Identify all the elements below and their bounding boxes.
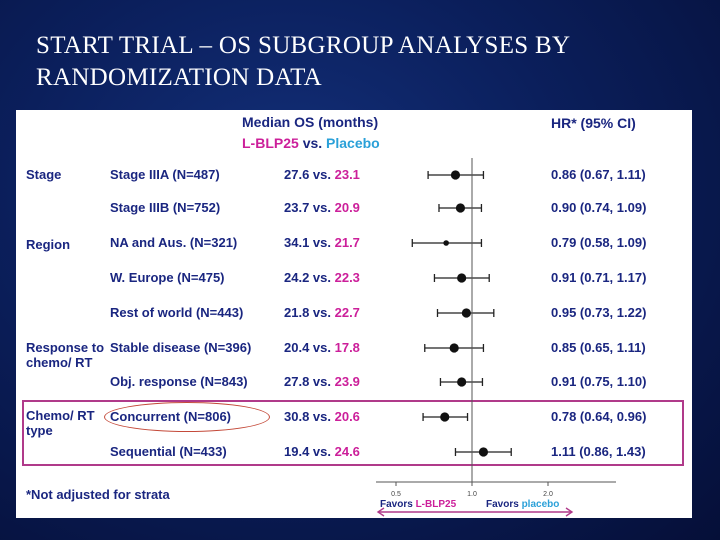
hr-ci-value: 0.79 (0.58, 1.09): [551, 235, 647, 250]
vs-label: vs.: [309, 200, 335, 215]
hr-ci-value: 0.90 (0.74, 1.09): [551, 200, 647, 215]
subgroup-label: Stage IIIB (N=752): [110, 200, 221, 215]
vs-label: vs.: [309, 409, 335, 424]
median-os-header: Median OS (months): [242, 114, 379, 130]
favors-arrowhead: [376, 507, 385, 517]
x-tick-label: 1.0: [467, 491, 477, 498]
os-treatment-value: 19.4: [284, 444, 310, 459]
os-placebo-value: 20.6: [334, 409, 360, 424]
vs-label: vs.: [309, 444, 335, 459]
hr-point: [457, 377, 467, 387]
hr-ci-value: 0.86 (0.67, 1.11): [551, 167, 646, 182]
favors-right-prefix: Favors: [486, 499, 522, 510]
hr-ci-header: HR* (95% CI): [551, 115, 636, 131]
footnote: *Not adjusted for strata: [26, 487, 170, 502]
hr-point: [443, 240, 449, 246]
median-os-values: 30.8 vs. 20.6: [284, 409, 360, 424]
os-treatment-value: 27.6: [284, 167, 310, 182]
x-tick-label: 2.0: [543, 491, 553, 498]
os-treatment-value: 20.4: [284, 340, 310, 355]
hr-ci-value: 1.11 (0.86, 1.43): [551, 444, 646, 459]
median-os-values: 27.6 vs. 23.1: [284, 167, 360, 182]
favors-left-arm: L-BLP25: [415, 499, 457, 510]
hr-ci-value: 0.78 (0.64, 0.96): [551, 409, 647, 424]
hr-ci-value: 0.95 (0.73, 1.22): [551, 305, 647, 320]
os-placebo-value: 22.3: [334, 270, 360, 285]
os-placebo-value: 24.6: [334, 444, 360, 459]
hr-point: [455, 203, 466, 213]
favors-left-prefix: Favors: [380, 499, 416, 510]
median-os-values: 23.7 vs. 20.9: [284, 200, 360, 215]
hr-point: [478, 447, 489, 457]
os-placebo-value: 21.7: [334, 235, 360, 250]
slide-title: START TRIAL – OS SUBGROUP ANALYSES BY RA…: [36, 32, 570, 91]
favors-treatment-label: Favors L-BLP25: [380, 499, 456, 510]
hr-point: [440, 412, 450, 422]
os-placebo-value: 22.7: [334, 305, 360, 320]
subgroup-label: W. Europe (N=475): [110, 270, 225, 285]
subgroup-label: Sequential (N=433): [110, 444, 227, 459]
highlight-oval: [104, 402, 270, 432]
vs-label: vs.: [309, 340, 335, 355]
os-treatment-value: 24.2: [284, 270, 310, 285]
control-arm-label: Placebo: [326, 135, 380, 151]
vs-label: vs.: [302, 135, 323, 151]
category-label: Region: [26, 237, 71, 252]
arm-comparison-header: L-BLP25 vs. Placebo: [242, 135, 380, 151]
vs-label: vs.: [309, 270, 335, 285]
os-placebo-value: 23.9: [334, 374, 360, 389]
vs-label: vs.: [309, 235, 335, 250]
os-placebo-value: 20.9: [334, 200, 360, 215]
hr-ci-value: 0.85 (0.65, 1.11): [551, 340, 646, 355]
subgroup-label: NA and Aus. (N=321): [110, 235, 238, 250]
subgroup-label: Rest of world (N=443): [110, 305, 244, 320]
median-os-values: 27.8 vs. 23.9: [284, 374, 360, 389]
os-treatment-value: 27.8: [284, 374, 310, 389]
vs-label: vs.: [309, 374, 335, 389]
highlight-box: [22, 400, 684, 466]
hr-point: [461, 308, 471, 318]
os-treatment-value: 23.7: [284, 200, 310, 215]
vs-label: vs.: [309, 167, 335, 182]
favors-placebo-label: Favors placebo: [486, 499, 559, 510]
subgroup-label: Obj. response (N=843): [110, 374, 248, 389]
forest-plot: 0.5 1.0 2.0: [376, 158, 616, 517]
median-os-values: 21.8 vs. 22.7: [284, 305, 360, 320]
favors-right-arm: placebo: [521, 499, 560, 510]
os-treatment-value: 34.1: [284, 235, 310, 250]
median-os-values: 34.1 vs. 21.7: [284, 235, 360, 250]
treatment-arm-label: L-BLP25: [242, 135, 299, 151]
hr-point: [457, 273, 467, 283]
hr-ci-value: 0.91 (0.71, 1.17): [551, 270, 647, 285]
median-os-values: 24.2 vs. 22.3: [284, 270, 360, 285]
subgroup-label: Stable disease (N=396): [110, 340, 252, 355]
forest-plot-panel: Median OS (months) L-BLP25 vs. Placebo H…: [16, 110, 692, 518]
os-treatment-value: 21.8: [284, 305, 310, 320]
category-label: Response to chemo/ RT: [26, 340, 105, 370]
category-label: Stage: [26, 167, 62, 182]
os-placebo-value: 17.8: [334, 340, 360, 355]
category-label: Chemo/ RT type: [26, 408, 95, 438]
vs-label: vs.: [309, 305, 335, 320]
hr-point: [450, 170, 461, 180]
hr-point: [449, 343, 459, 353]
median-os-values: 19.4 vs. 24.6: [284, 444, 360, 459]
subgroup-label: Stage IIIA (N=487): [110, 167, 220, 182]
os-treatment-value: 30.8: [284, 409, 310, 424]
hr-ci-value: 0.91 (0.75, 1.10): [551, 374, 647, 389]
median-os-values: 20.4 vs. 17.8: [284, 340, 360, 355]
x-tick-label: 0.5: [391, 491, 401, 498]
favors-arrowhead: [565, 507, 574, 517]
os-placebo-value: 23.1: [334, 167, 360, 182]
